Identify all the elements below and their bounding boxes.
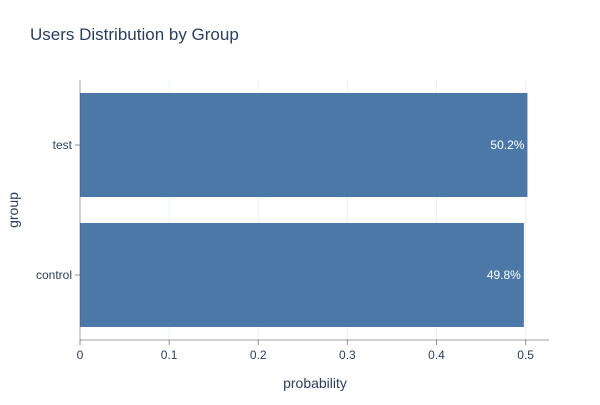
bar-control: [80, 223, 524, 327]
bars: [80, 93, 528, 327]
y-tick-label: control: [36, 268, 72, 282]
ticks: 0 0.1 0.2 0.3 0.4 0.5 test control: [36, 138, 534, 362]
y-tick-label: test: [53, 138, 73, 152]
chart-title: Users Distribution by Group: [30, 25, 239, 44]
axes: [79, 80, 549, 341]
data-labels: 50.2% 49.8%: [487, 138, 525, 282]
y-axis-title: group: [5, 192, 21, 228]
x-tick-label: 0: [77, 348, 84, 362]
x-axis-title: probability: [283, 375, 347, 391]
data-label: 49.8%: [487, 268, 521, 282]
x-tick-label: 0.4: [428, 348, 445, 362]
bar-test: [80, 93, 528, 197]
data-label: 50.2%: [490, 138, 524, 152]
x-tick-label: 0.3: [339, 348, 356, 362]
x-tick-label: 0.5: [517, 348, 534, 362]
x-tick-label: 0.2: [250, 348, 267, 362]
x-tick-label: 0.1: [161, 348, 178, 362]
